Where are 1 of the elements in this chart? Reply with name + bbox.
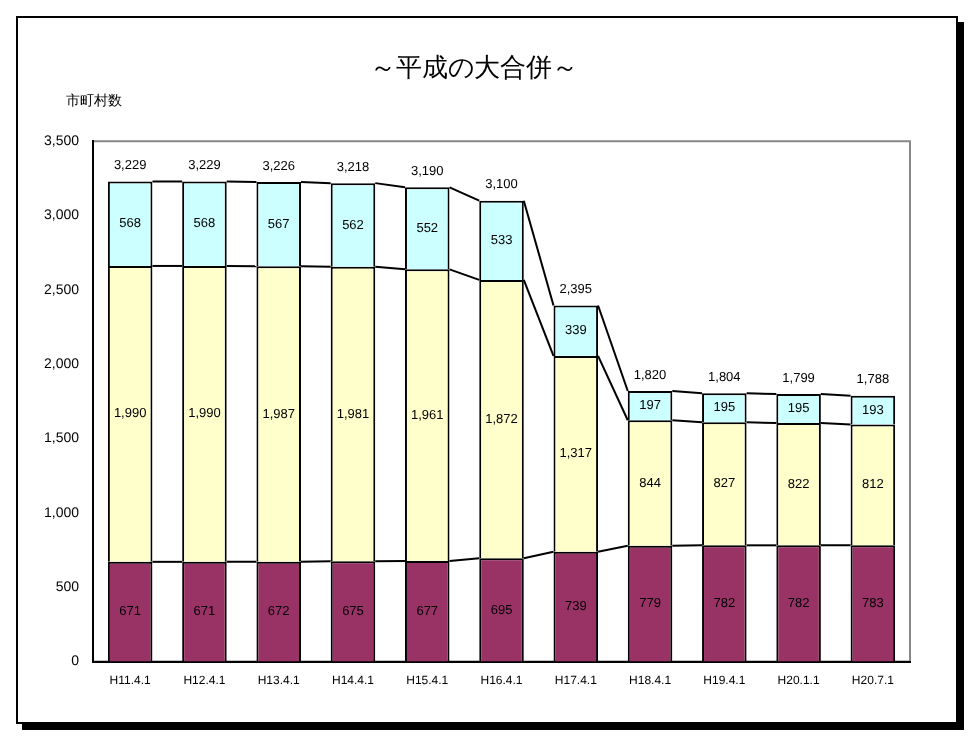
chart-title: ～平成の大合併～ bbox=[370, 54, 578, 85]
